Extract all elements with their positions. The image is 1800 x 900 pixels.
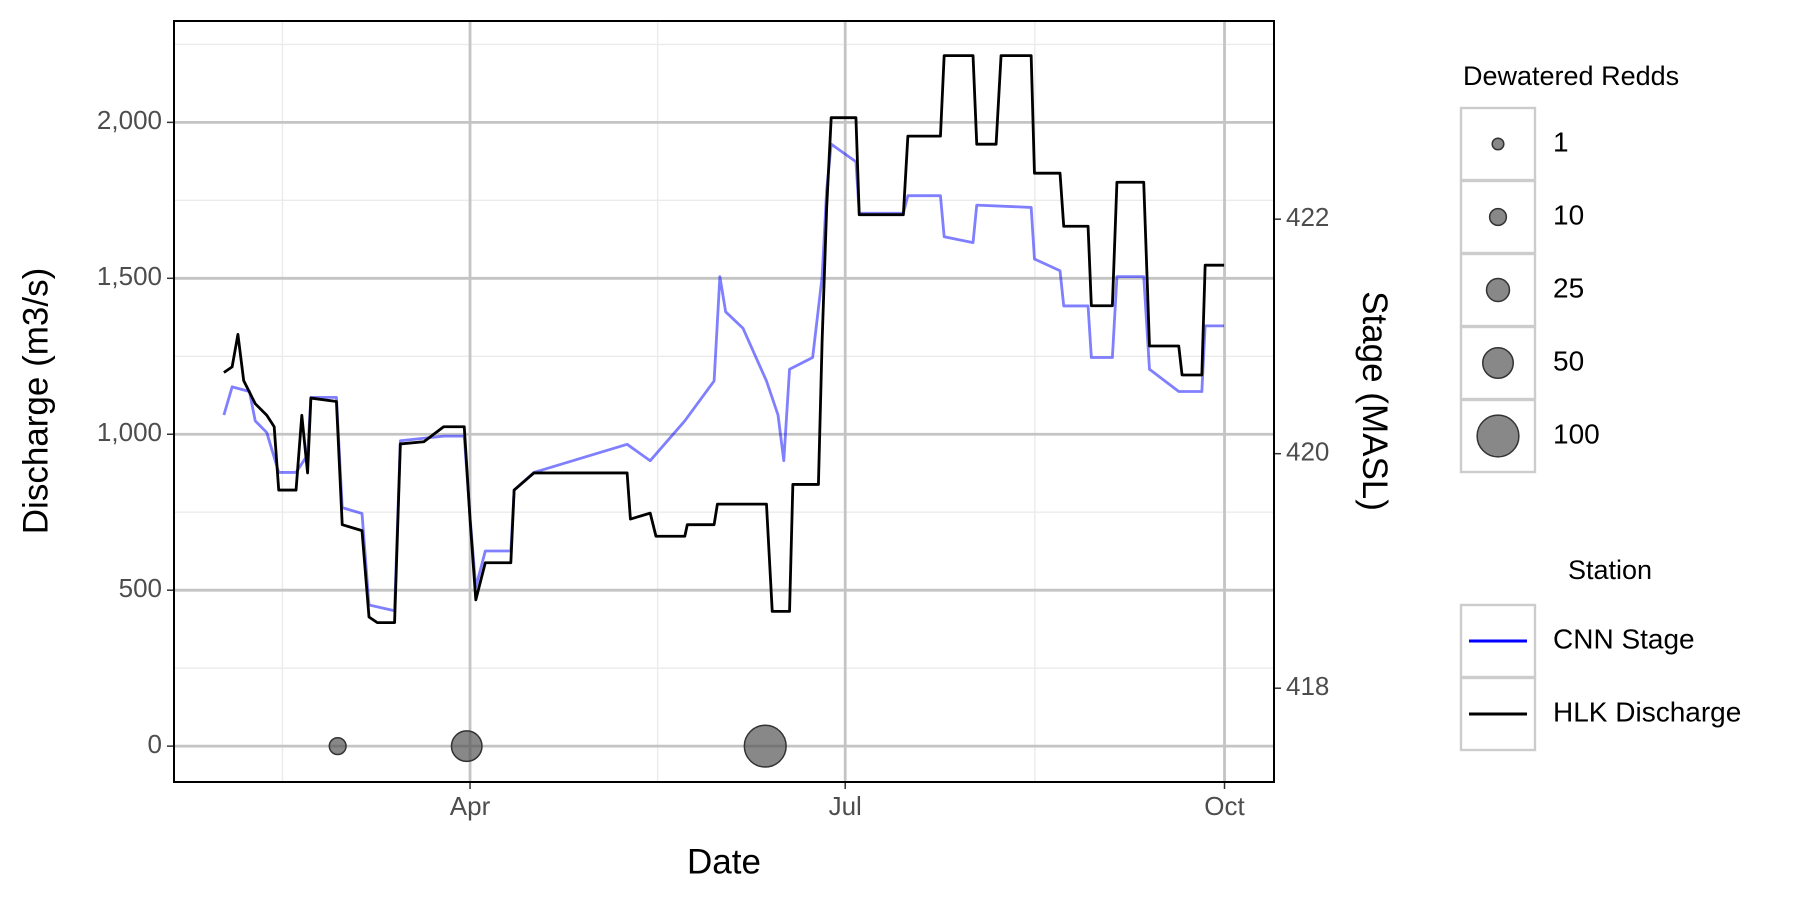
y-tick-label: 1,000: [97, 417, 162, 447]
series-line: [223, 54, 1225, 625]
y-tick-label: 2,000: [97, 105, 162, 135]
color-legend-title: Station: [1568, 555, 1652, 585]
redd-bubble: [328, 737, 347, 756]
y2-tick-label: 420: [1286, 437, 1329, 467]
series-line: [222, 142, 1225, 613]
y2-tick-label: 418: [1286, 671, 1329, 701]
legend-bubble: [1476, 414, 1520, 458]
legend-label: HLK Discharge: [1553, 696, 1741, 727]
legend-label: 25: [1553, 272, 1584, 303]
y-axis-title: Discharge (m3/s): [16, 268, 55, 534]
legend-label: CNN Stage: [1553, 623, 1695, 654]
y-tick-label: 1,500: [97, 261, 162, 291]
y2-tick-label: 422: [1286, 202, 1329, 232]
legend-bubble: [1485, 277, 1511, 303]
legend-label: 50: [1553, 345, 1584, 376]
legend-key: [1459, 252, 1537, 328]
y-tick-label: 500: [119, 573, 162, 603]
plot-border: [173, 20, 1275, 783]
size-legend-title: Dewatered Redds: [1463, 61, 1679, 91]
legend-bubble: [1491, 137, 1505, 151]
legend-label: 1: [1553, 126, 1569, 157]
legend-key: [1459, 179, 1537, 255]
legend-bubble: [1481, 346, 1515, 380]
legend-label: 10: [1553, 199, 1584, 230]
x-tick-label: Jul: [829, 791, 862, 821]
x-axis-title: Date: [687, 842, 761, 881]
y2-axis-title: Stage (MASL): [1355, 291, 1394, 511]
legend-bubble: [1488, 207, 1508, 227]
y-tick-label: 0: [148, 729, 162, 759]
redd-bubble: [450, 730, 483, 763]
redd-bubble: [743, 724, 787, 768]
x-tick-label: Oct: [1204, 791, 1245, 821]
legend-label: 100: [1553, 418, 1600, 449]
x-tick-label: Apr: [450, 791, 491, 821]
